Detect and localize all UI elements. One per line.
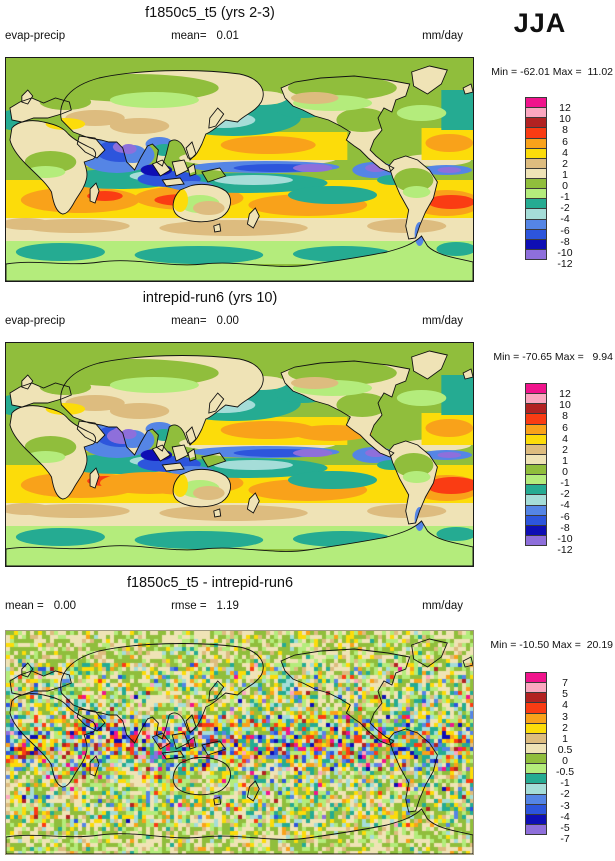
colorbar-tick-label: -2 <box>560 202 570 215</box>
colorbar-tick-label: 0.5 <box>557 743 573 756</box>
panel-difference: f1850c5_t5 - intrepid-run6 mean = 0.00 rm… <box>0 570 480 855</box>
colorbar-tick-label: -4 <box>560 213 570 226</box>
panel-stats-row: evap-precip mean= 0.00 mm/day <box>0 315 480 331</box>
colorbar-swatch <box>525 823 547 835</box>
colorbar-tick-label: -10 <box>557 246 573 259</box>
colorbar-tick-label: 10 <box>559 399 571 412</box>
mean-stat: mean= 0.01 <box>171 30 239 42</box>
colorbar-swatch <box>525 534 547 546</box>
colorbar-tick-label: -5 <box>560 821 570 834</box>
mean-value: 0.00 <box>53 600 77 612</box>
colorbar-tick-label: -1 <box>560 191 570 204</box>
colorbar-tick-label: 3 <box>562 710 568 723</box>
map-plot-case1 <box>5 57 474 282</box>
minmax-text-case1: Min = -62.01 Max = 11.02 <box>491 66 613 78</box>
colorbar-tick-label: 10 <box>559 113 571 126</box>
colorbar-tick-label: -4 <box>560 810 570 823</box>
colorbar-tick-label: -1 <box>560 477 570 490</box>
colorbar-tick-label: -3 <box>560 799 570 812</box>
colorbar-tick-label: 4 <box>562 146 568 159</box>
map-svg <box>6 58 473 281</box>
colorbar-tick-label: -4 <box>560 499 570 512</box>
colorbar-tick-label: 1 <box>562 168 568 181</box>
colorbar-tick-label: 1 <box>562 732 568 745</box>
colorbar-tick-label: 0 <box>562 466 568 478</box>
map-svg <box>6 343 473 566</box>
panel-title: f1850c5_t5 - intrepid-run6 <box>126 575 294 591</box>
colorbar-swatch <box>525 248 547 260</box>
panel-case2: intrepid-run6 (yrs 10) evap-precip mean=… <box>0 285 480 570</box>
mean-stat: mean = 0.00 <box>5 600 76 612</box>
colorbar-tick-label: 1 <box>562 454 568 467</box>
map-plot-case2 <box>5 342 474 567</box>
variable-label: evap-precip <box>5 315 66 327</box>
minmax-text-difference: Min = -10.50 Max = 20.19 <box>490 639 613 651</box>
difference-noise-canvas <box>6 631 473 854</box>
colorbar-tick-label: 5 <box>562 688 568 701</box>
panel-title: f1850c5_t5 (yrs 2-3) <box>145 5 275 21</box>
units-label: mm/day <box>422 30 463 42</box>
colorbar-case2: 12 10 8 6 4 2 1 0 -1 -2 -4 -6 -8 -10 -12 <box>525 383 573 561</box>
panel-stats-row: evap-precip mean= 0.01 mm/day <box>0 30 480 46</box>
mean-label: mean = <box>5 600 44 612</box>
map-svg <box>6 638 473 854</box>
panel-title: intrepid-run6 (yrs 10) <box>142 290 278 306</box>
colorbar-tick-label: -0.5 <box>555 766 575 779</box>
mean-label: mean= <box>171 315 207 327</box>
colorbar-tick-label: -6 <box>560 510 570 523</box>
minmax-text-case2: Min = -70.65 Max = 9.94 <box>493 351 613 363</box>
colorbar-tick-label: -2 <box>560 788 570 801</box>
colorbar-tick-label: 6 <box>562 421 568 434</box>
difference-map-plot <box>5 630 474 855</box>
colorbar-tick-label: 0 <box>562 180 568 192</box>
colorbar-tick-label: -10 <box>557 532 573 545</box>
colorbar-tick-label: 0 <box>562 755 568 767</box>
colorbar-difference: 7 5 4 3 2 1 0.5 0 -0.5 -1 -2 -3 -4 -5 -7 <box>525 672 574 850</box>
rmse-label: rmse = <box>171 600 207 612</box>
colorbar-tick-label: 12 <box>559 388 571 401</box>
colorbar-tick-label: 2 <box>562 157 568 170</box>
colorbar-tick-label: 4 <box>562 699 568 712</box>
colorbar-tick-label: 2 <box>562 443 568 456</box>
colorbar-tick-label: -7 <box>560 832 570 845</box>
colorbar-tick-label: -8 <box>560 235 570 248</box>
panel-stats-row: mean = 0.00 rmse = 1.19 mm/day <box>0 600 480 616</box>
colorbar-tick-label: 2 <box>562 721 568 734</box>
colorbar-tick-label: -1 <box>560 777 570 790</box>
colorbar-tick-label: 8 <box>562 124 568 137</box>
mean-value: 0.00 <box>216 315 239 327</box>
colorbar-tick-label: 8 <box>562 410 568 423</box>
mean-value: 0.01 <box>216 30 239 42</box>
colorbar-tick-label: -12 <box>557 543 573 556</box>
colorbar-tick-label: 12 <box>559 102 571 115</box>
rmse-value: 1.19 <box>216 600 239 612</box>
variable-label: evap-precip <box>5 30 66 42</box>
mean-stat: mean= 0.00 <box>171 315 239 327</box>
colorbar-tick-label: 4 <box>562 432 568 445</box>
units-label: mm/day <box>422 315 463 327</box>
rmse-stat: rmse = 1.19 <box>171 600 239 612</box>
colorbar-case1: 12 10 8 6 4 2 1 0 -1 -2 -4 -6 -8 -10 -12 <box>525 97 573 275</box>
colorbar-tick-label: -6 <box>560 224 570 237</box>
colorbar-tick-label: -8 <box>560 521 570 534</box>
panel-case1: f1850c5_t5 (yrs 2-3) evap-precip mean= 0.… <box>0 0 480 285</box>
colorbar-tick-label: -12 <box>557 257 573 270</box>
mean-label: mean= <box>171 30 207 42</box>
colorbar-tick-label: 6 <box>562 135 568 148</box>
colorbar-tick-label: -2 <box>560 488 570 501</box>
units-label: mm/day <box>422 600 463 612</box>
season-label: JJA <box>513 8 567 38</box>
colorbar-tick-label: 7 <box>562 677 568 690</box>
